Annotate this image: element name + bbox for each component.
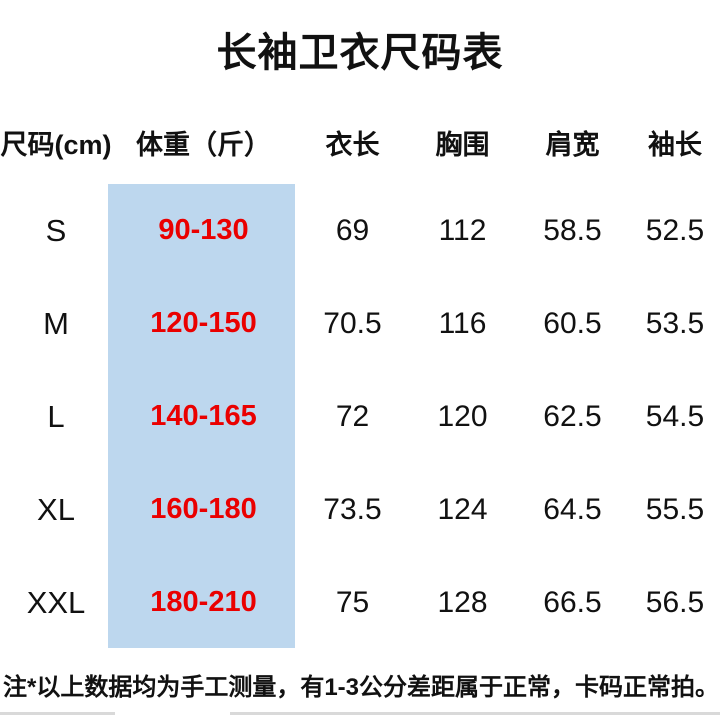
shoulder-value: 62.5	[543, 399, 602, 433]
size-label: S	[45, 212, 67, 248]
weight-value: 180-210	[150, 586, 257, 618]
length-value: 72	[335, 399, 370, 433]
table-header-row: 尺码(cm) 体重（斤） 衣长 胸围 肩宽 袖长	[0, 100, 720, 184]
shoulder-value: 58.5	[543, 213, 602, 247]
header-size: 尺码(cm)	[0, 129, 112, 160]
header-weight: 体重（斤）	[136, 129, 271, 160]
chest-value: 120	[437, 399, 488, 433]
header-chest: 胸围	[435, 129, 490, 160]
bottom-divider-right	[230, 712, 720, 715]
sleeve-value: 55.5	[645, 492, 705, 526]
length-value: 75	[335, 585, 370, 619]
sleeve-value: 56.5	[645, 585, 705, 619]
sleeve-value: 54.5	[645, 399, 705, 433]
length-value: 73.5	[323, 492, 382, 526]
size-label: L	[47, 398, 65, 434]
chest-value: 112	[438, 213, 487, 247]
header-shoulder: 肩宽	[545, 129, 600, 160]
weight-value: 140-165	[150, 400, 257, 432]
chest-value: 124	[437, 492, 488, 526]
weight-value: 120-150	[150, 307, 257, 339]
weight-column-highlight	[108, 184, 295, 648]
size-label: XXL	[26, 584, 86, 620]
table-row-l: L 140-165 72 120 62.5 54.5	[0, 370, 720, 463]
length-value: 70.5	[323, 306, 382, 340]
shoulder-value: 60.5	[543, 306, 602, 340]
measurement-note: 注*以上数据均为手工测量，有1-3公分差距属于正常，卡码正常拍。	[3, 674, 720, 701]
sleeve-value: 53.5	[645, 306, 705, 340]
shoulder-value: 64.5	[543, 492, 602, 526]
chest-value: 128	[437, 585, 488, 619]
weight-value: 90-130	[158, 214, 249, 246]
weight-value: 160-180	[150, 493, 257, 525]
table-row-m: M 120-150 70.5 116 60.5 53.5	[0, 277, 720, 370]
header-sleeve: 袖长	[648, 129, 702, 160]
sleeve-value: 52.5	[645, 213, 705, 247]
table-row-xxl: XXL 180-210 75 128 66.5 56.5	[0, 556, 720, 649]
header-length: 衣长	[325, 129, 380, 160]
shoulder-value: 66.5	[543, 585, 602, 619]
size-table: 尺码(cm) 体重（斤） 衣长 胸围 肩宽 袖长 S 90-130 69 112…	[0, 100, 720, 649]
chest-value: 116	[438, 306, 487, 340]
size-label: XL	[37, 491, 75, 527]
size-label: M	[43, 305, 69, 341]
page-title: 长袖卫衣尺码表	[216, 31, 504, 75]
length-value: 69	[335, 213, 370, 247]
table-row-s: S 90-130 69 112 58.5 52.5	[0, 184, 720, 277]
bottom-divider-left	[0, 712, 115, 715]
table-row-xl: XL 160-180 73.5 124 64.5 55.5	[0, 463, 720, 556]
